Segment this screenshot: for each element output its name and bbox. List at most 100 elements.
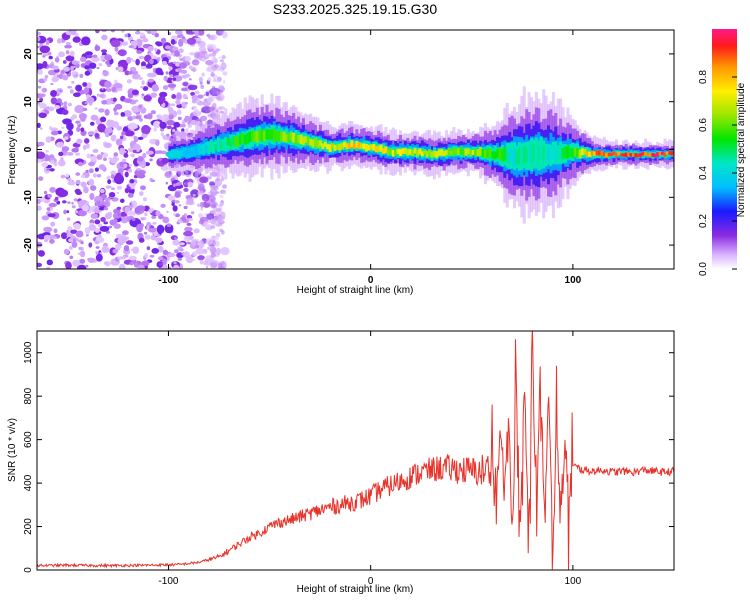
noise-speckle: [71, 241, 78, 248]
noise-speckle: [47, 193, 52, 198]
noise-speckle: [171, 202, 175, 207]
noise-speckle: [61, 109, 69, 115]
noise-speckle: [211, 56, 217, 63]
noise-speckle: [46, 259, 53, 264]
ridge-cell: [219, 140, 223, 149]
noise-speckle: [176, 92, 182, 100]
noise-speckle: [92, 54, 98, 58]
ridge-cell: [515, 150, 519, 165]
x-tick-label: -100: [158, 275, 178, 286]
noise-speckle: [192, 194, 196, 197]
noise-speckle: [156, 114, 162, 120]
ridge-cell: [318, 140, 322, 147]
ridge-cell: [500, 149, 504, 162]
noise-speckle: [70, 30, 77, 36]
noise-speckle: [98, 164, 106, 170]
y-tick-label: 1000: [23, 341, 34, 364]
ridge-cell: [379, 144, 383, 152]
noise-speckle: [189, 113, 194, 118]
noise-speckle: [101, 34, 108, 41]
noise-speckle: [139, 118, 143, 122]
noise-speckle: [175, 30, 183, 35]
ridge-cell: [251, 130, 254, 142]
ridge-cell: [615, 153, 618, 157]
noise-speckle: [206, 213, 215, 220]
y-tick-label: 10: [23, 96, 34, 108]
ridge-cell: [267, 129, 271, 141]
noise-speckle: [69, 50, 75, 57]
noise-speckle: [74, 105, 85, 114]
noise-speckle: [113, 223, 121, 230]
noise-speckle: [37, 122, 41, 128]
noise-speckle: [121, 41, 128, 46]
noise-speckle: [53, 228, 58, 234]
noise-speckle: [61, 126, 65, 129]
noise-speckle: [128, 255, 137, 261]
ridge-cell: [231, 135, 235, 145]
noise-speckle: [71, 205, 76, 209]
noise-speckle: [213, 78, 217, 83]
ridge-cell: [651, 153, 655, 157]
noise-speckle: [203, 94, 206, 97]
noise-speckle: [215, 109, 219, 113]
noise-speckle: [199, 176, 209, 184]
noise-speckle: [174, 50, 181, 57]
noise-speckle: [218, 84, 224, 89]
noise-speckle: [163, 75, 168, 82]
noise-speckle: [99, 88, 107, 93]
ridge-cell: [362, 143, 366, 150]
noise-speckle: [129, 204, 134, 207]
noise-speckle: [140, 86, 144, 88]
noise-speckle: [162, 249, 169, 255]
noise-speckle: [138, 104, 143, 109]
noise-speckle: [50, 127, 59, 132]
noise-speckle: [37, 250, 46, 257]
ridge-cell: [498, 147, 502, 160]
noise-speckle: [45, 136, 52, 143]
noise-speckle: [165, 181, 168, 185]
noise-speckle: [43, 190, 48, 195]
noise-speckle: [58, 51, 65, 58]
ridge-cell: [530, 143, 533, 164]
noise-speckle: [174, 249, 179, 254]
noise-speckle: [130, 184, 135, 190]
ridge-cell: [476, 149, 480, 157]
colorbar-tick-label: 0.0: [698, 262, 709, 276]
noise-speckle: [85, 143, 90, 149]
noise-speckle: [95, 251, 98, 255]
noise-speckle: [147, 78, 154, 83]
noise-speckle: [157, 256, 164, 261]
noise-speckle: [192, 251, 198, 257]
noise-speckle: [210, 235, 219, 241]
noise-speckle: [75, 84, 83, 92]
noise-speckle: [154, 32, 159, 38]
noise-speckle: [162, 216, 166, 220]
noise-speckle: [101, 245, 110, 253]
noise-speckle: [135, 58, 140, 66]
ridge-cell: [559, 146, 563, 160]
noise-speckle: [90, 213, 99, 220]
noise-speckle: [161, 157, 169, 164]
noise-speckle: [146, 225, 150, 231]
y-tick-label: 0: [23, 567, 34, 573]
noise-speckle: [69, 255, 74, 260]
noise-speckle: [194, 90, 200, 95]
ridge-cell: [656, 152, 660, 157]
noise-speckle: [151, 211, 156, 217]
noise-speckle: [166, 133, 170, 137]
noise-speckle: [222, 184, 227, 189]
ridge-cell: [641, 152, 645, 156]
noise-speckle: [124, 33, 129, 38]
noise-speckle: [90, 114, 99, 121]
noise-speckle: [210, 192, 218, 197]
ridge-cell: [619, 153, 623, 157]
noise-speckle: [162, 114, 169, 119]
ridge-cell: [629, 150, 633, 156]
noise-speckle: [90, 185, 97, 191]
noise-speckle: [159, 121, 167, 129]
noise-speckle: [130, 153, 135, 157]
noise-speckle: [197, 203, 201, 207]
noise-speckle: [206, 96, 214, 103]
noise-speckle: [110, 158, 118, 164]
noise-speckle: [92, 173, 97, 178]
